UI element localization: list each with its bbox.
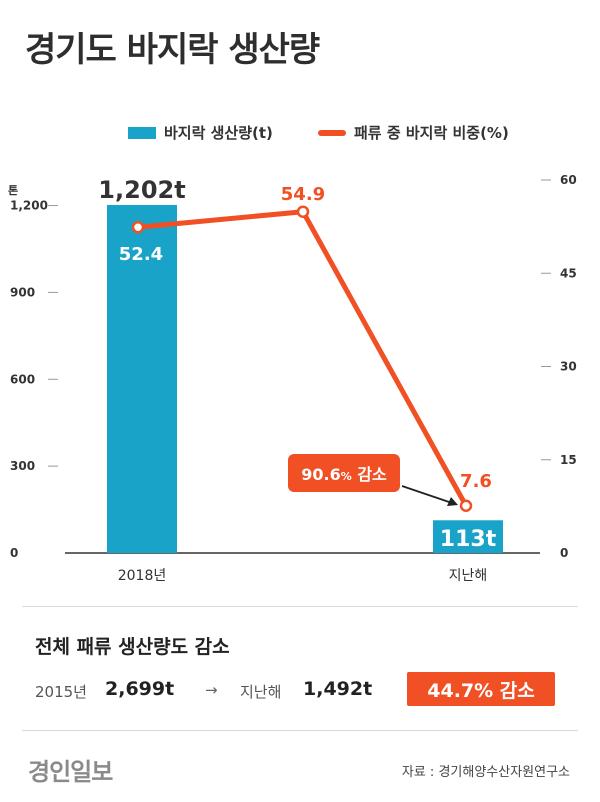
summary-title: 전체 패류 생산량도 감소 — [35, 636, 230, 658]
left-axis-unit: 톤 — [8, 184, 18, 197]
line-swatch-icon — [318, 129, 346, 136]
right-tick-label: 30 — [560, 360, 577, 374]
divider-top — [22, 606, 578, 607]
combo-chart: 톤 0 300 600 900 1,200 0 15 30 45 60 2018년 지난해 1,202t 1… — [8, 173, 577, 584]
bar — [433, 520, 503, 553]
legend-bar-label: 바지락 생산량(t) — [164, 124, 273, 142]
bar — [107, 204, 177, 553]
line-value-label: 7.6 — [460, 471, 492, 492]
line-value-label: 54.9 — [281, 184, 325, 205]
source-note: 자료 : 경기해양수산자원연구소 — [401, 765, 570, 780]
left-tick-label: 0 — [10, 546, 18, 560]
chart-legend: 바지락 생산량(t) 패류 중 바지락 비중(%) — [0, 120, 600, 144]
right-tick-label: 15 — [560, 453, 577, 467]
summary-from-value: 2,699t — [105, 678, 175, 700]
summary-to-value: 1,492t — [303, 678, 373, 700]
summary-to-label: 지난해 — [240, 683, 282, 701]
left-tick-label: 300 — [10, 459, 35, 473]
annotation-arrow-head — [447, 497, 458, 506]
summary-row: 2015년 2,699t → 지난해 1,492t 44.7% 감소 — [35, 672, 565, 706]
annotation-badge — [288, 454, 400, 492]
annotation-arrow-line — [401, 485, 453, 504]
summary-arrow: → — [205, 681, 218, 699]
legend-item-production: 바지락 생산량(t) — [128, 122, 273, 143]
left-tick-label: 900 — [10, 285, 35, 299]
left-tick-label: 600 — [10, 372, 35, 386]
summary-from-label: 2015년 — [35, 683, 87, 701]
divider-bottom — [22, 730, 578, 731]
bar-value-label: 113t — [440, 527, 497, 552]
category-label: 2018년 — [118, 568, 167, 584]
annotation-text: 90.6% 감소 — [301, 465, 387, 484]
right-tick-label: 45 — [560, 266, 577, 280]
right-tick-label: 60 — [560, 173, 577, 187]
summary-decrease-badge: 44.7% 감소 — [407, 672, 555, 706]
category-label: 지난해 — [449, 568, 488, 584]
line-value-label: 52.4 — [119, 244, 163, 265]
bar-swatch-icon — [128, 126, 156, 139]
bar-value-label: 1,202t — [98, 176, 185, 204]
line-point — [131, 220, 145, 234]
right-tick-label: 0 — [560, 546, 568, 560]
legend-line-label: 패류 중 바지락 비중(%) — [354, 124, 509, 142]
left-tick-label: 1,200 — [10, 199, 48, 213]
page-title: 경기도 바지락 생산량 — [25, 30, 320, 70]
legend-item-share: 패류 중 바지락 비중(%) — [318, 122, 509, 143]
line-point — [459, 499, 473, 513]
brand-logo: 경인일보 — [28, 757, 113, 786]
line-point — [296, 205, 310, 218]
